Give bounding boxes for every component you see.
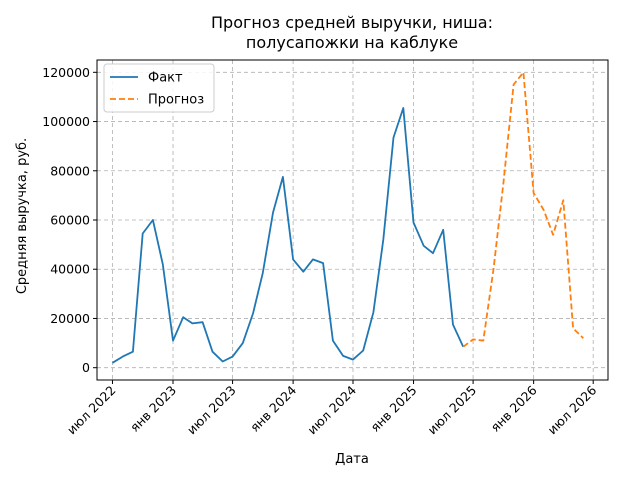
y-axis-ticks: 0 20000 40000 60000 80000 100000 120000	[42, 65, 97, 375]
x-tick-label: янв 2024	[247, 382, 299, 434]
legend-label-fact: Факт	[148, 71, 183, 86]
chart-title: Прогноз средней выручки, ниша: полусапожк…	[211, 13, 493, 52]
y-tick-label: 0	[82, 360, 90, 375]
series-layer	[112, 71, 584, 364]
legend: Факт Прогноз	[103, 63, 215, 113]
x-tick-label: июл 2025	[424, 383, 479, 438]
title-line: полусапожки на каблуке	[246, 33, 458, 52]
y-tick-label: 120000	[42, 65, 90, 80]
x-tick-label: июл 2023	[184, 383, 239, 438]
series-line-fact	[112, 107, 465, 364]
x-tick-label: июл 2022	[64, 383, 119, 438]
x-tick-label: июл 2024	[304, 382, 359, 437]
y-tick-label: 80000	[50, 163, 90, 178]
y-tick-label: 40000	[50, 262, 90, 277]
x-tick-label: янв 2025	[367, 383, 419, 435]
series-line-forecast	[462, 71, 584, 348]
y-axis-label: Средняя выручка, руб.	[15, 138, 30, 294]
x-tick-label: янв 2023	[127, 383, 179, 435]
x-tick-label: июл 2026	[545, 382, 600, 437]
legend-box	[103, 63, 215, 113]
y-tick-label: 60000	[50, 213, 90, 228]
x-axis-label: Дата	[335, 452, 369, 467]
y-tick-label: 100000	[42, 114, 90, 129]
title-line: Прогноз средней выручки, ниша:	[211, 13, 493, 32]
y-tick-label: 20000	[50, 311, 90, 326]
x-axis-ticks: июл 2022 янв 2023 июл 2023 янв 2024 июл 2024…	[64, 380, 600, 438]
x-tick-label: янв 2026	[488, 382, 540, 434]
legend-label-forecast: Прогноз	[148, 93, 204, 108]
